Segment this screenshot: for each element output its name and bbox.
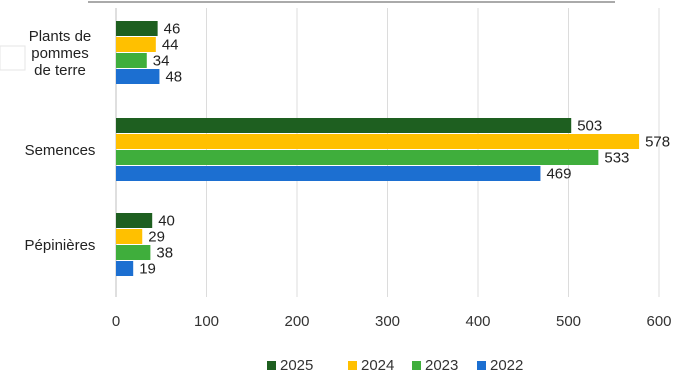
bar-2023-cat1 [116, 150, 599, 165]
data-label-2022-cat2: 19 [139, 261, 156, 278]
bars [116, 21, 640, 276]
legend-label-2024: 2024 [361, 357, 394, 374]
data-label-2023-cat2: 38 [156, 245, 173, 262]
bar-2024-cat0 [116, 37, 156, 52]
bar-2022-cat1 [116, 166, 541, 181]
legend: 2025 2024 2023 2022 [267, 357, 523, 374]
x-tick-label-100: 100 [194, 313, 219, 330]
legend-label-2022: 2022 [490, 357, 523, 374]
legend-swatch-2024 [348, 361, 357, 370]
data-label-2024-cat1: 578 [645, 134, 670, 151]
category-label-1: Semences [25, 142, 96, 159]
data-label-2025-cat0: 46 [164, 21, 181, 38]
legend-swatch-2023 [412, 361, 421, 370]
legend-label-2025: 2025 [280, 357, 313, 374]
category-label-line: Pépinières [25, 237, 96, 254]
x-tick-label-200: 200 [284, 313, 309, 330]
x-tick-label-300: 300 [375, 313, 400, 330]
data-label-2024-cat2: 29 [148, 229, 165, 246]
legend-box-decoration [0, 45, 26, 71]
data-label-2022-cat0: 48 [165, 69, 182, 86]
data-label-2025-cat2: 40 [158, 213, 175, 230]
x-tick-label-500: 500 [556, 313, 581, 330]
category-label-line: Semences [25, 142, 96, 159]
bar-2025-cat2 [116, 213, 153, 228]
x-tick-label-600: 600 [646, 313, 671, 330]
bar-2024-cat1 [116, 134, 640, 149]
bar-2024-cat2 [116, 229, 143, 244]
legend-swatch-2022 [477, 361, 486, 370]
data-label-2022-cat1: 469 [546, 166, 571, 183]
legend-label-2023: 2023 [425, 357, 458, 374]
bar-2022-cat2 [116, 261, 134, 276]
category-labels: Plants de pommes de terre Semences Pépinière… [25, 28, 96, 254]
data-label-2023-cat1: 533 [604, 150, 629, 167]
bar-2022-cat0 [116, 69, 160, 84]
bar-2023-cat2 [116, 245, 151, 260]
x-tick-label-400: 400 [465, 313, 490, 330]
x-tick-labels: 0 100 200 300 400 500 600 [112, 313, 672, 330]
data-label-2025-cat1: 503 [577, 118, 602, 135]
category-label-line: pommes [31, 45, 89, 62]
x-tick-label-0: 0 [112, 313, 120, 330]
category-label-2: Pépinières [25, 237, 96, 254]
bar-2023-cat0 [116, 53, 147, 68]
bar-2025-cat0 [116, 21, 158, 36]
legend-swatch-2025 [267, 361, 276, 370]
category-label-0: Plants de pommes de terre [29, 28, 92, 79]
data-label-2024-cat0: 44 [162, 37, 179, 54]
data-label-2023-cat0: 34 [153, 53, 170, 70]
category-label-line: de terre [34, 62, 86, 79]
category-label-line: Plants de [29, 28, 92, 45]
bar-2025-cat1 [116, 118, 572, 133]
